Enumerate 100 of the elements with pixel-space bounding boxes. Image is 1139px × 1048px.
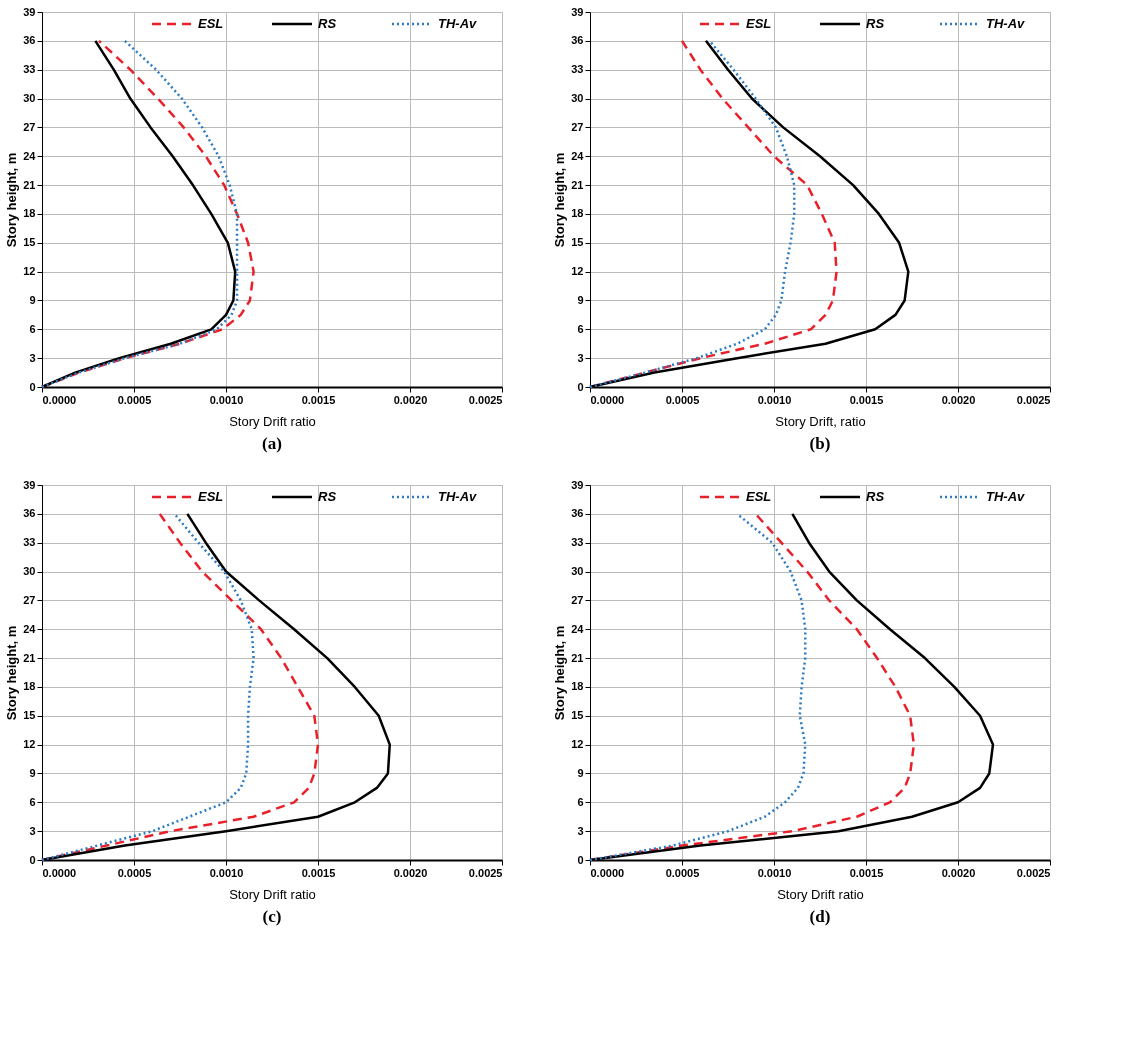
- y-tick-label: 15: [571, 709, 584, 722]
- x-axis-title: Story Drift ratio: [229, 886, 316, 902]
- y-tick-label: 36: [23, 507, 36, 520]
- y-tick-label: 9: [577, 766, 584, 779]
- y-tick-label: 33: [23, 63, 36, 76]
- y-tick-label: 36: [23, 34, 36, 47]
- legend-label: TH-Av: [438, 16, 478, 31]
- y-tick-label: 27: [571, 120, 584, 133]
- legend-label: TH-Av: [438, 489, 478, 504]
- x-tick-label: 0.0025: [1016, 866, 1051, 879]
- y-tick-label: 27: [571, 593, 584, 606]
- y-tick-label: 3: [577, 824, 584, 837]
- y-tick-label: 3: [577, 351, 584, 364]
- y-tick-label: 15: [23, 709, 36, 722]
- x-tick-label: 0.0010: [757, 866, 792, 879]
- line-series: [588, 39, 796, 389]
- y-tick-label: 39: [571, 5, 584, 18]
- y-tick-label: 30: [23, 92, 36, 105]
- y-tick-label: 3: [29, 824, 36, 837]
- y-tick-label: 39: [23, 478, 36, 491]
- y-tick-label: 6: [29, 795, 36, 808]
- y-tick-label: 39: [571, 478, 584, 491]
- legend-label: ESL: [746, 16, 772, 31]
- text: (d): [809, 907, 831, 926]
- line-series: [588, 512, 807, 862]
- legend-label: TH-Av: [986, 16, 1026, 31]
- y-tick-label: 24: [571, 149, 585, 162]
- x-tick-label: 0.0010: [209, 866, 244, 879]
- y-tick-label: 21: [23, 178, 36, 191]
- x-tick-label: 0.0015: [301, 866, 336, 879]
- y-tick-label: 15: [571, 236, 584, 249]
- x-tick-label: 0.0015: [849, 866, 884, 879]
- y-tick-label: 6: [29, 322, 36, 335]
- y-tick-label: 33: [571, 536, 584, 549]
- y-tick-label: 33: [23, 536, 36, 549]
- x-tick-label: 0.0005: [665, 866, 700, 879]
- x-tick-label: 0.0000: [42, 866, 77, 879]
- y-tick-label: 9: [577, 293, 584, 306]
- legend-label: RS: [866, 16, 885, 31]
- y-tick-label: 36: [571, 507, 584, 520]
- y-tick-label: 24: [23, 622, 37, 635]
- x-tick-label: 0.0020: [941, 393, 976, 406]
- legend-label: RS: [866, 489, 885, 504]
- y-axis-title: Story height, m: [552, 152, 568, 248]
- y-tick-label: 36: [571, 34, 584, 47]
- x-axis-title: Story Drift, ratio: [775, 413, 866, 429]
- y-tick-label: 9: [29, 766, 36, 779]
- y-tick-label: 24: [571, 622, 585, 635]
- legend-label: TH-Av: [986, 489, 1026, 504]
- y-tick-label: 27: [23, 593, 36, 606]
- y-tick-label: 18: [23, 207, 36, 220]
- x-tick-label: 0.0005: [665, 393, 700, 406]
- y-tick-label: 0: [29, 853, 36, 866]
- y-tick-label: 18: [571, 680, 584, 693]
- y-tick-label: 18: [571, 207, 584, 220]
- y-tick-label: 0: [29, 380, 36, 393]
- x-tick-label: 0.0015: [849, 393, 884, 406]
- x-tick-label: 0.0000: [590, 393, 625, 406]
- x-tick-label: 0.0020: [393, 393, 428, 406]
- y-tick-label: 21: [571, 651, 584, 664]
- legend-label: RS: [318, 16, 337, 31]
- legend-label: ESL: [198, 16, 224, 31]
- x-tick-label: 0.0000: [42, 393, 77, 406]
- x-tick-label: 0.0005: [117, 866, 152, 879]
- y-tick-label: 39: [23, 5, 36, 18]
- y-tick-label: 15: [23, 236, 36, 249]
- y-tick-label: 21: [23, 651, 36, 664]
- x-tick-label: 0.0015: [301, 393, 336, 406]
- y-axis-title: Story height, m: [4, 625, 20, 721]
- y-tick-label: 9: [29, 293, 36, 306]
- line-series: [40, 512, 255, 862]
- y-tick-label: 33: [571, 63, 584, 76]
- y-tick-label: 6: [577, 322, 584, 335]
- x-axis-title: Story Drift ratio: [229, 413, 316, 429]
- x-tick-label: 0.0005: [117, 393, 152, 406]
- y-tick-label: 12: [571, 265, 584, 278]
- y-tick-label: 30: [571, 92, 584, 105]
- x-tick-label: 0.0000: [590, 866, 625, 879]
- y-tick-label: 30: [23, 565, 36, 578]
- y-tick-label: 12: [23, 738, 36, 751]
- x-tick-label: 0.0020: [941, 866, 976, 879]
- text: (a): [262, 434, 282, 453]
- y-tick-label: 24: [23, 149, 37, 162]
- x-tick-label: 0.0010: [757, 393, 792, 406]
- y-tick-label: 0: [577, 380, 584, 393]
- y-tick-label: 21: [571, 178, 584, 191]
- x-tick-label: 0.0025: [468, 393, 503, 406]
- text: (b): [809, 434, 831, 453]
- y-tick-label: 12: [23, 265, 36, 278]
- legend-label: ESL: [198, 489, 224, 504]
- x-tick-label: 0.0025: [468, 866, 503, 879]
- x-axis-title: Story Drift ratio: [777, 886, 864, 902]
- y-tick-label: 30: [571, 565, 584, 578]
- legend-label: ESL: [746, 489, 772, 504]
- x-tick-label: 0.0020: [393, 866, 428, 879]
- legend-label: RS: [318, 489, 337, 504]
- y-tick-label: 0: [577, 853, 584, 866]
- y-tick-label: 27: [23, 120, 36, 133]
- y-axis-title: Story height, m: [4, 152, 20, 248]
- y-tick-label: 6: [577, 795, 584, 808]
